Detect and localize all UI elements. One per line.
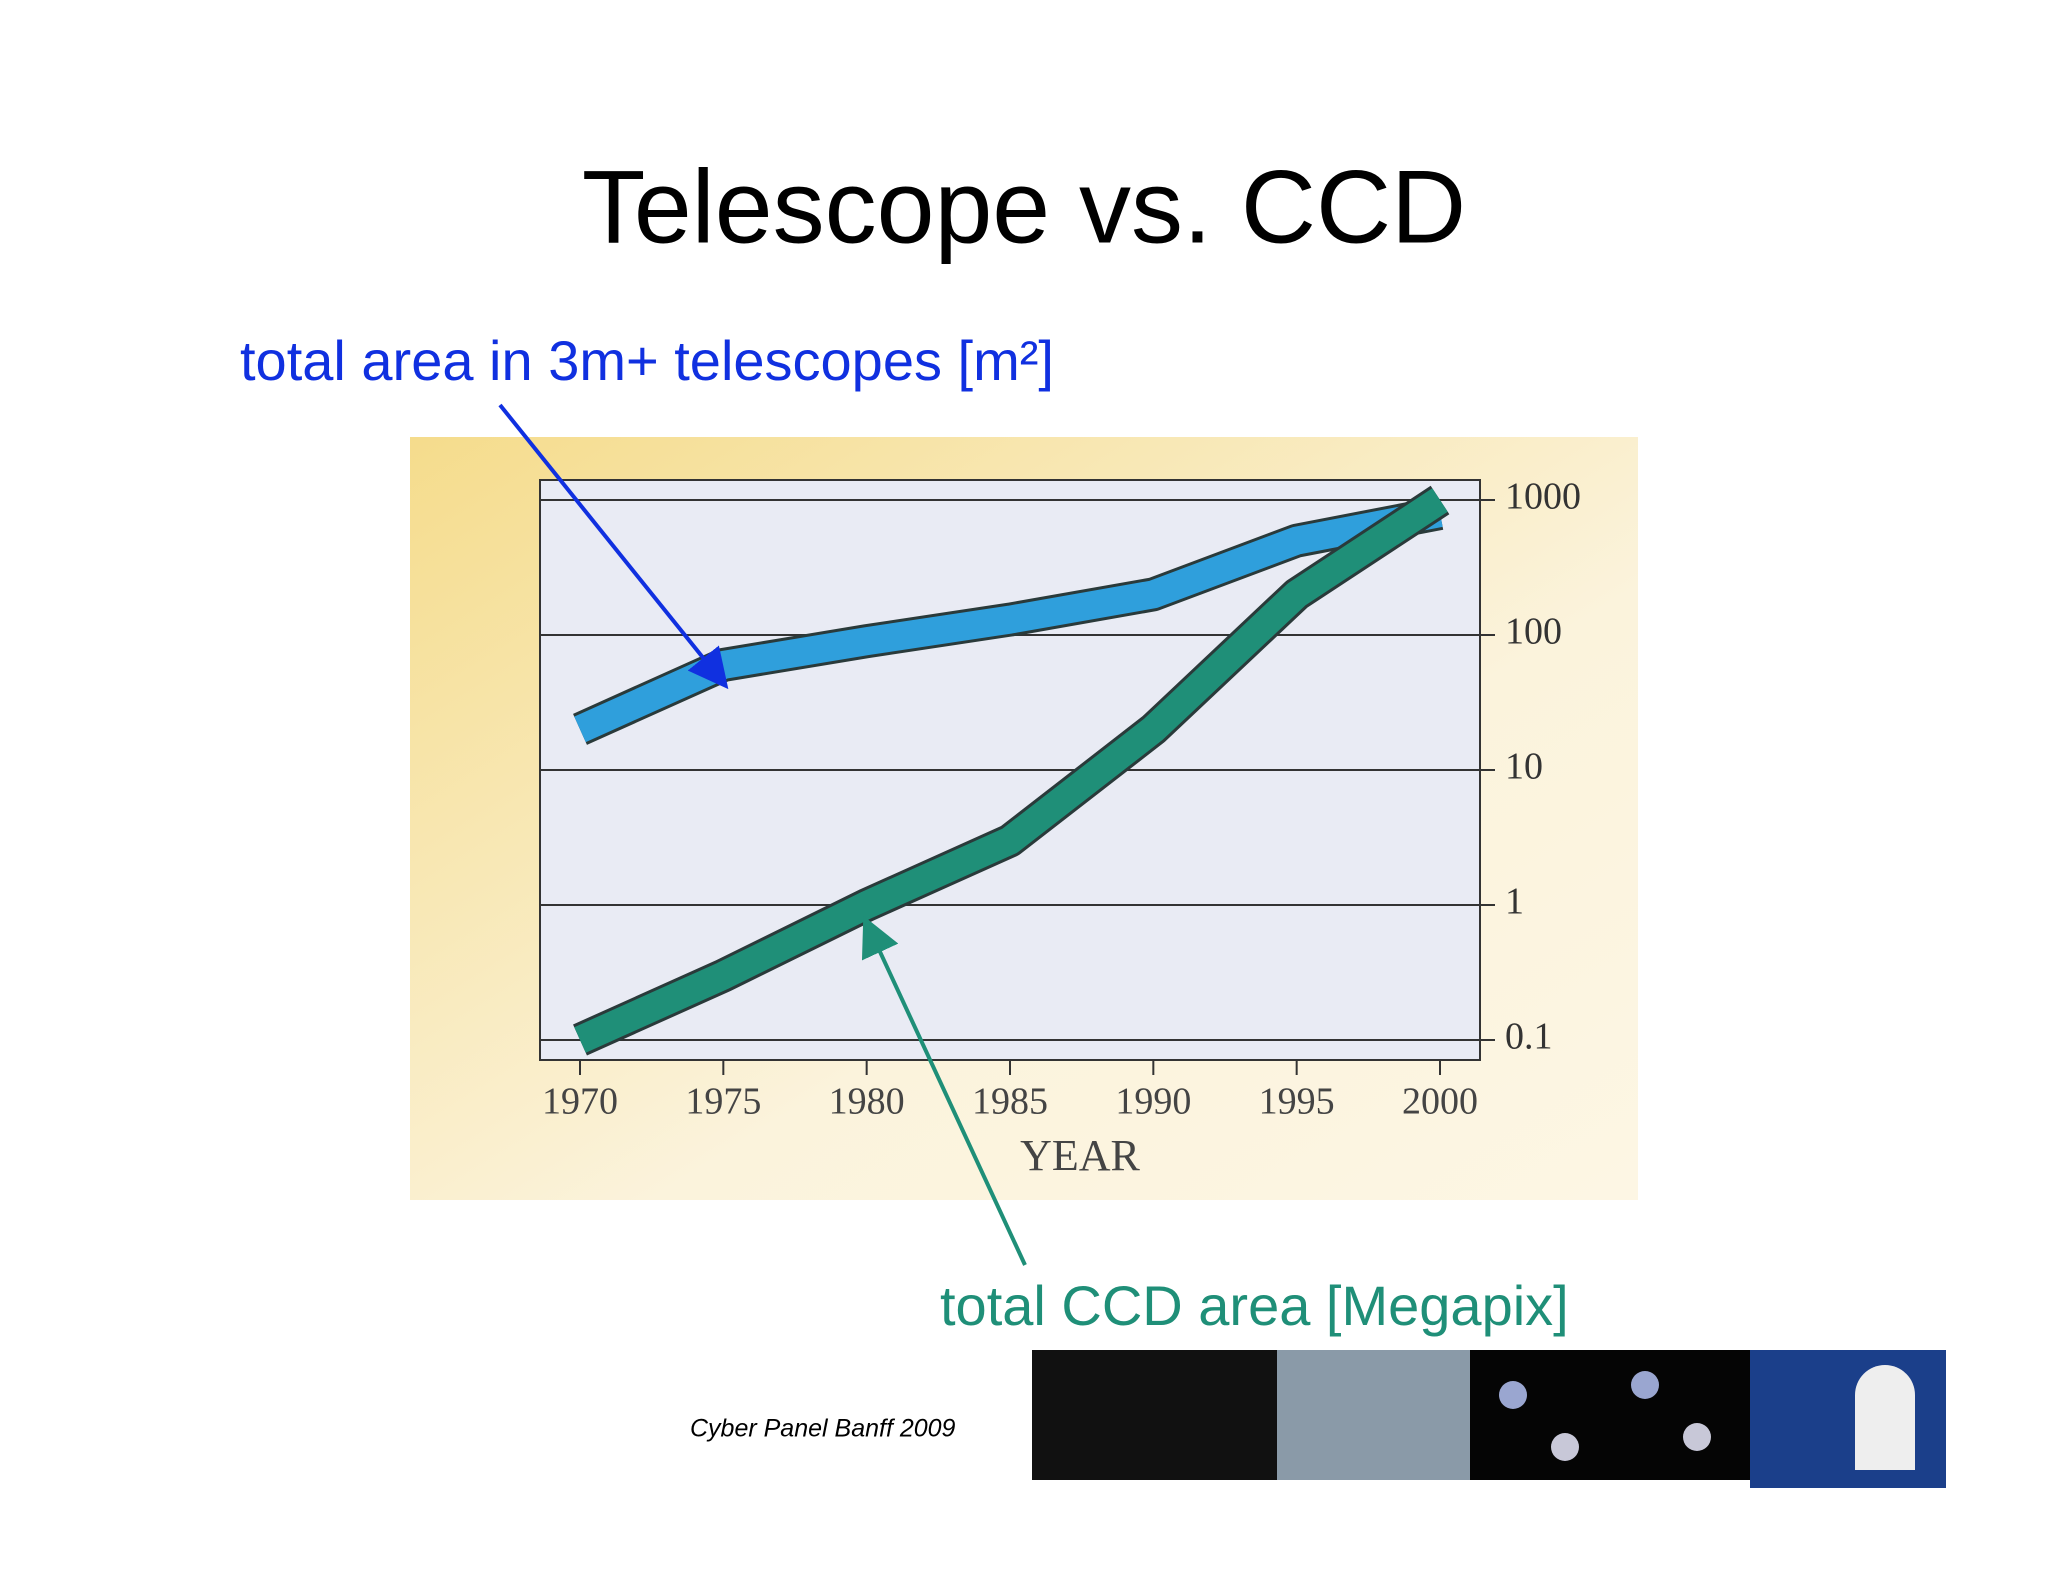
- chart-title: Telescope vs. CCD: [582, 149, 1466, 265]
- series-line: [574, 488, 1448, 1053]
- photo-star: [1499, 1381, 1527, 1409]
- series-label: total area in 3m+ telescopes [m²]: [240, 329, 1054, 392]
- x-tick-label: 1970: [542, 1081, 618, 1123]
- y-tick-label: 10: [1505, 746, 1543, 788]
- arrow: [861, 915, 1027, 1266]
- photo-strip: [1032, 1350, 1946, 1488]
- footer: Cyber Panel Banff 2009: [690, 1415, 956, 1443]
- photo-dome: [1855, 1365, 1915, 1425]
- y-tick-label: 1000: [1505, 476, 1581, 518]
- x-tick-label: 1995: [1259, 1081, 1335, 1123]
- series-label: total CCD area [Megapix]: [940, 1274, 1569, 1337]
- photo: [1032, 1350, 1277, 1480]
- x-tick-label: 1975: [685, 1081, 761, 1123]
- photo-star: [1683, 1423, 1711, 1451]
- y-tick-label: 100: [1505, 611, 1562, 653]
- arrow: [498, 403, 729, 690]
- photo: [1470, 1350, 1750, 1480]
- y-tick-label: 0.1: [1505, 1016, 1553, 1058]
- photo: [1750, 1350, 1946, 1488]
- x-tick-label: 2000: [1402, 1081, 1478, 1123]
- photo: [1277, 1350, 1470, 1480]
- x-tick-label: 1990: [1115, 1081, 1191, 1123]
- x-tick-label: 1980: [829, 1081, 905, 1123]
- photo-star: [1551, 1433, 1579, 1461]
- photo-star: [1631, 1371, 1659, 1399]
- x-tick-label: 1985: [972, 1081, 1048, 1123]
- x-axis-label: YEAR: [1020, 1131, 1140, 1180]
- y-tick-label: 1: [1505, 881, 1524, 923]
